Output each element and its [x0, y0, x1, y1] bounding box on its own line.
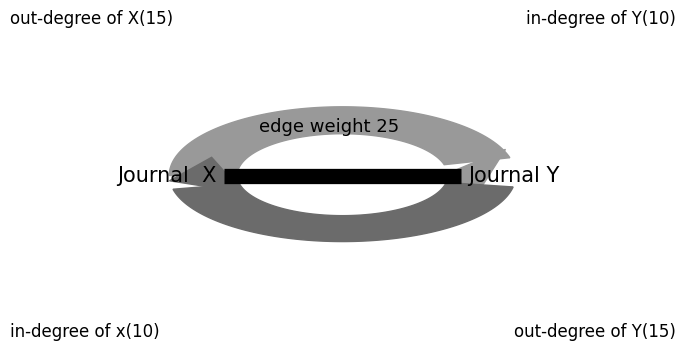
Text: in-degree of Y(10): in-degree of Y(10) [525, 10, 675, 28]
Text: in-degree of x(10): in-degree of x(10) [10, 323, 159, 341]
Text: out-degree of Y(15): out-degree of Y(15) [514, 323, 675, 341]
Text: edge weight 25: edge weight 25 [259, 118, 399, 136]
Polygon shape [449, 150, 506, 197]
Polygon shape [169, 107, 510, 176]
Polygon shape [173, 183, 513, 241]
Text: Journal  X: Journal X [117, 166, 217, 185]
Text: Journal Y: Journal Y [468, 166, 560, 185]
Text: out-degree of X(15): out-degree of X(15) [10, 10, 173, 28]
Polygon shape [169, 157, 243, 192]
